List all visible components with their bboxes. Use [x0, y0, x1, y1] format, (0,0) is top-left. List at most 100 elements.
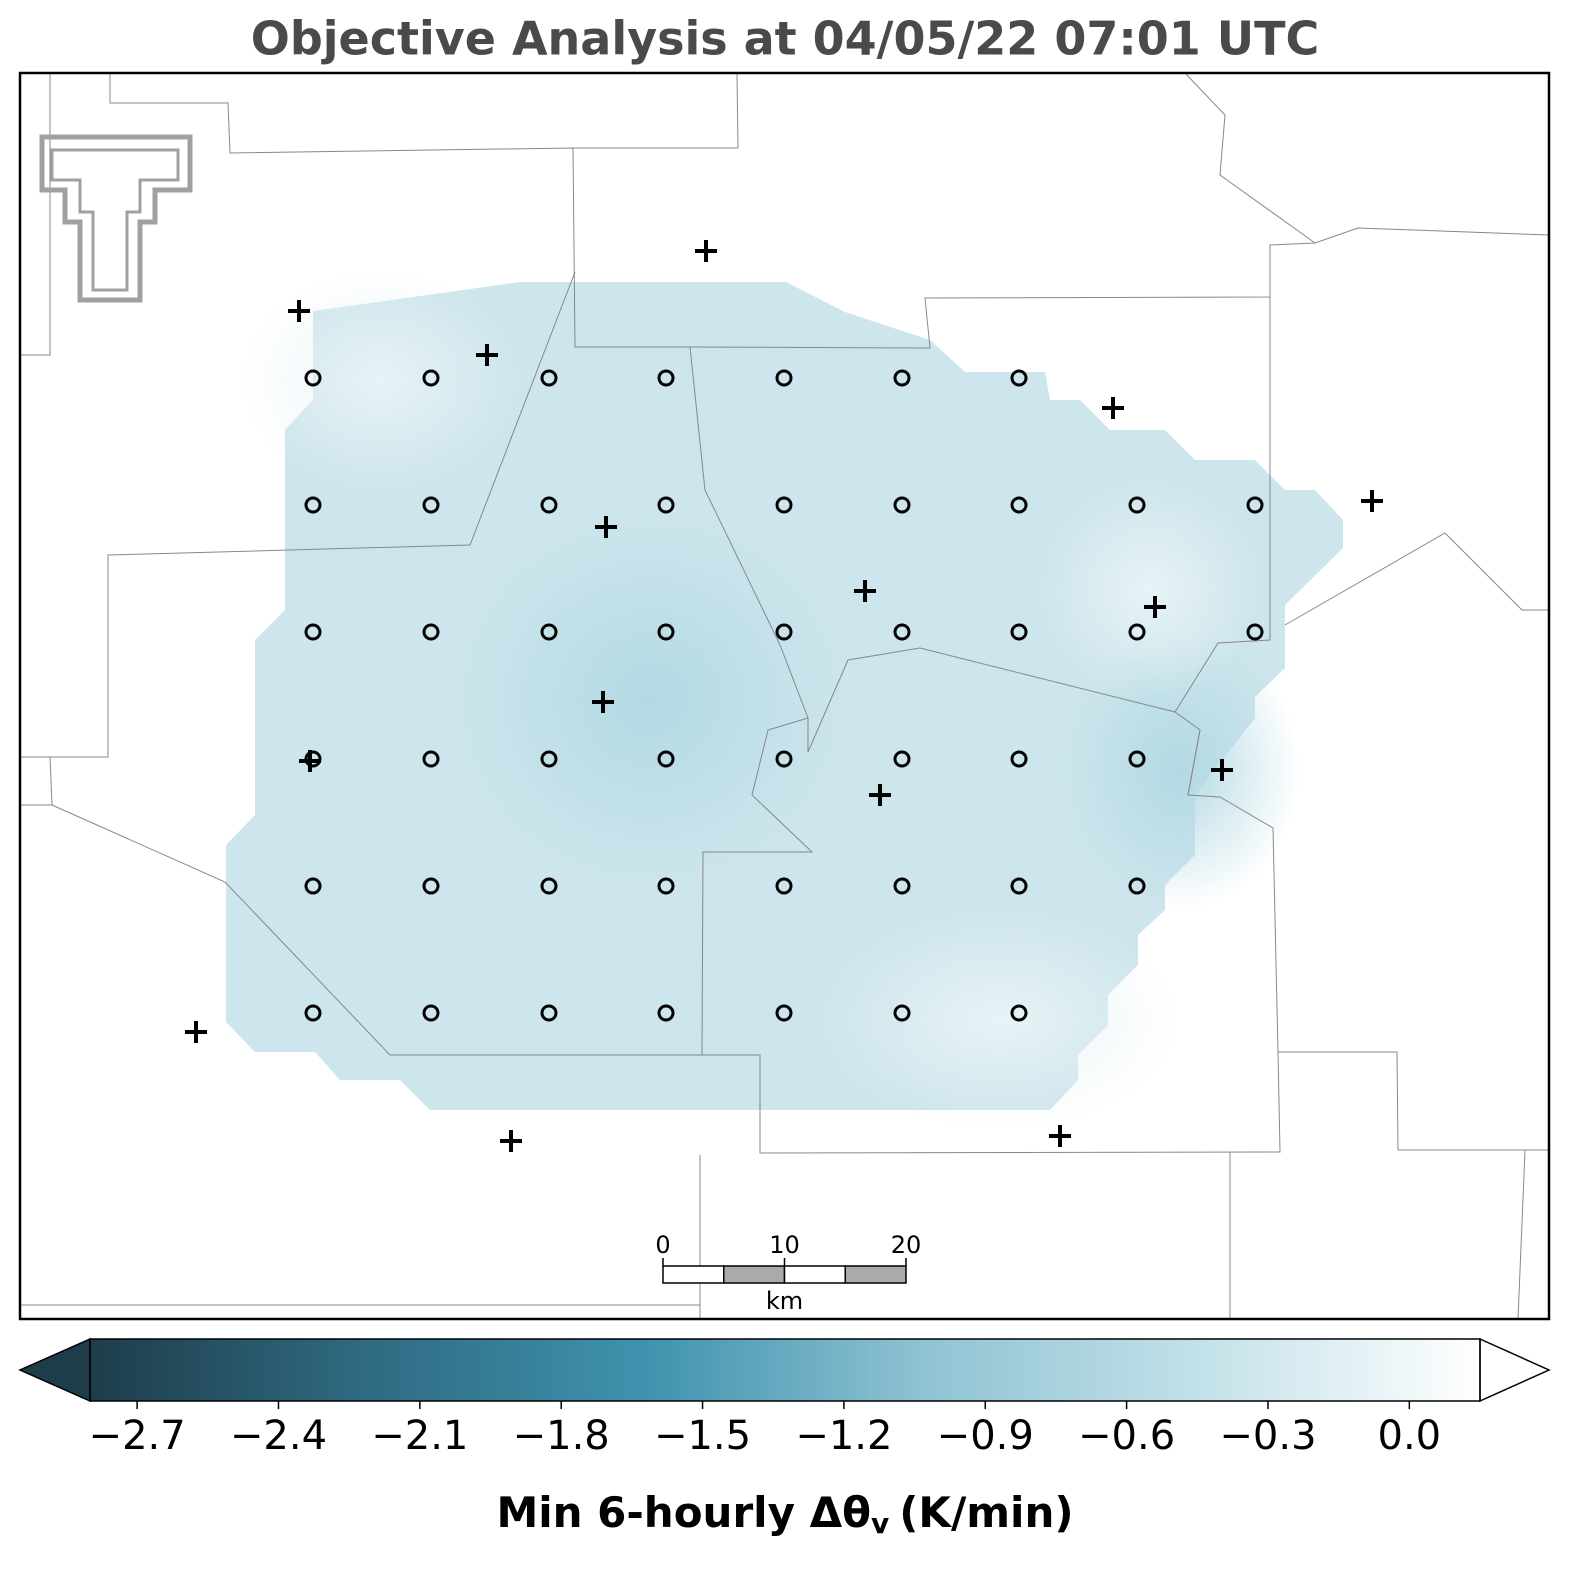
grid-point: [540, 496, 558, 514]
scale-tick-label: 0: [655, 1231, 670, 1259]
grid-point: [304, 623, 322, 641]
grid-point: [304, 1004, 322, 1022]
colorbar-tick-label: −1.2: [795, 1413, 892, 1459]
label-subscript: v: [871, 1507, 889, 1540]
colorbar-tick-label: −0.3: [1219, 1413, 1316, 1459]
chart-title: Objective Analysis at 04/05/22 07:01 UTC: [251, 12, 1320, 66]
scale-tick-label: 20: [891, 1231, 922, 1259]
grid-point: [1128, 750, 1146, 768]
station: [854, 580, 876, 602]
grid-point: [422, 750, 440, 768]
grid-point: [304, 496, 322, 514]
colorbar: −2.7 −2.4 −2.1 −1.8 −1.5 −1.2 −0.9 −0.6 −0.3 0.0: [18, 1337, 1551, 1459]
colorbar-tick-label: −2.7: [89, 1413, 186, 1459]
grid-point: [893, 877, 911, 895]
grid-point: [304, 369, 322, 387]
station: [185, 1021, 207, 1043]
grid-point: [893, 1004, 911, 1022]
station: [1361, 490, 1383, 512]
scale-tick-label: 10: [769, 1231, 800, 1259]
colorbar-tick-label: −1.5: [654, 1413, 751, 1459]
label-units: (K/min): [899, 1488, 1073, 1537]
station: [869, 784, 891, 806]
colorbar-tick-label: −1.8: [513, 1413, 610, 1459]
colorbar-extend-high: [1479, 1337, 1551, 1403]
colorbar-tick-label: −2.1: [371, 1413, 468, 1459]
grid-point: [1128, 496, 1146, 514]
grid-point: [657, 877, 675, 895]
field-shade: [820, 910, 1180, 1130]
scale-unit: km: [766, 1287, 803, 1315]
colorbar-label: Min 6-hourly Δθv (K/min): [496, 1488, 1073, 1541]
grid-point: [893, 623, 911, 641]
station: [695, 240, 717, 262]
markers: [185, 240, 1383, 1152]
county-lines: [20, 72, 1550, 1320]
station: [1049, 1125, 1071, 1147]
colorbar-tick-label: −0.9: [937, 1413, 1034, 1459]
scale-bar: 0 10 20 km: [655, 1231, 921, 1315]
grid-point: [1246, 496, 1264, 514]
grid-point: [540, 623, 558, 641]
grid-point: [657, 623, 675, 641]
field-shade: [240, 270, 520, 490]
station: [592, 691, 614, 713]
colorbar-tick-label: 0.0: [1378, 1413, 1442, 1459]
colorbar-tick-label: −0.6: [1078, 1413, 1175, 1459]
grid-point: [1010, 877, 1028, 895]
grid-point: [893, 750, 911, 768]
grid-point: [775, 496, 793, 514]
grid-point: [1010, 496, 1028, 514]
station: [1102, 397, 1124, 419]
grid-point: [1246, 623, 1264, 641]
grid-point: [1128, 877, 1146, 895]
grid-point: [657, 1004, 675, 1022]
station: [1211, 759, 1233, 781]
logo: [39, 134, 193, 303]
grid-point: [775, 1004, 793, 1022]
grid-point: [422, 369, 440, 387]
scale-segment: [844, 1265, 907, 1284]
grid-point: [1010, 369, 1028, 387]
grid-point: [422, 496, 440, 514]
grid-point: [657, 369, 675, 387]
map: 0 10 20 km: [18, 71, 1551, 1321]
station: [476, 344, 498, 366]
scale-segment: [783, 1265, 846, 1284]
scale-segment: [723, 1265, 786, 1284]
field-shade: [1040, 480, 1260, 700]
grid-point: [422, 623, 440, 641]
colorbar-body: [90, 1339, 1480, 1401]
grid-point: [893, 369, 911, 387]
grid-point: [540, 750, 558, 768]
grid-point: [657, 496, 675, 514]
grid-point: [422, 877, 440, 895]
grid-point: [775, 877, 793, 895]
grid-point: [1010, 623, 1028, 641]
station: [1144, 596, 1166, 618]
scale-segment: [662, 1265, 725, 1284]
colorbar-tick-label: −2.4: [230, 1413, 327, 1459]
field-shade: [1060, 630, 1300, 910]
grid-point: [775, 369, 793, 387]
grid-point: [422, 1004, 440, 1022]
grid-point: [775, 750, 793, 768]
map-frame: [18, 71, 1551, 1321]
grid-point: [1010, 750, 1028, 768]
grid-point: [657, 750, 675, 768]
grid-point: [540, 369, 558, 387]
station: [500, 1130, 522, 1152]
station: [595, 516, 617, 538]
station: [299, 750, 321, 772]
grid-point: [540, 877, 558, 895]
field-shade: [450, 510, 850, 890]
grid-point: [893, 496, 911, 514]
grid-point: [1128, 623, 1146, 641]
grid-point: [304, 877, 322, 895]
colorbar-outline: [89, 1338, 1481, 1402]
grid-point: [1010, 1004, 1028, 1022]
grid-point: [540, 1004, 558, 1022]
grid-point: [775, 623, 793, 641]
station: [288, 300, 310, 322]
